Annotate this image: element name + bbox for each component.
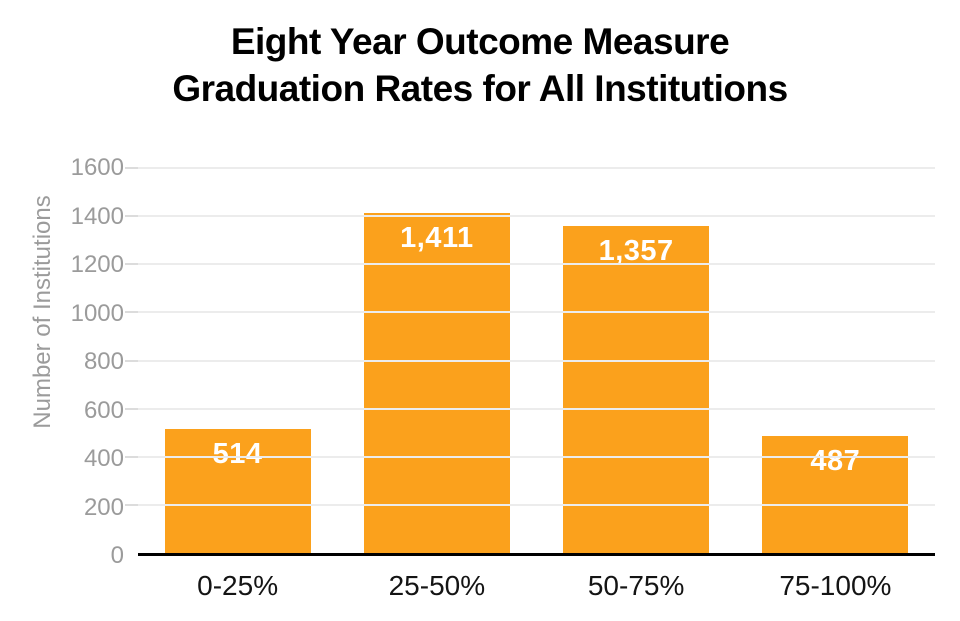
x-tick-label: 50-75% [587,570,685,601]
x-tick-label: 0-25% [197,570,279,601]
y-axis-tick [125,407,138,410]
y-tick-label: 1200 [70,251,124,278]
bar-value-label: 1,357 [598,235,674,268]
chart-title-line-2: Graduation Rates for All Institutions [172,68,788,109]
x-tick-label: 25-50% [388,570,486,601]
bar-0-25%: 514 [164,429,311,553]
bar-slot: 487 [736,168,935,553]
bar-25-50%: 1,411 [363,213,510,553]
y-tick-label: 800 [83,348,124,375]
y-tick-label: 400 [83,445,124,472]
y-axis-tick [125,263,138,266]
x-tick-label: 75-100% [779,570,892,601]
gridline [138,311,935,314]
y-tick-label: 1000 [70,299,124,327]
y-tick-label: 0 [110,542,124,569]
bar-50-75%: 1,357 [563,226,710,553]
y-axis-tick [125,455,138,458]
bar-75-100%: 487 [762,435,909,553]
bar-value-label: 1,411 [400,222,474,255]
bar-slot: 1,411 [337,168,536,553]
x-axis-tick-labels: 0-25% 25-50% 50-75% 75-100% [138,570,935,602]
chart-title: Eight Year Outcome Measure Graduation Ra… [0,18,960,112]
y-tick-label: 600 [83,396,124,424]
y-tick-label: 1600 [70,154,124,181]
bar-value-label: 514 [212,438,263,471]
gridline [138,407,935,410]
chart-title-line-1: Eight Year Outcome Measure [230,21,730,62]
bar-slot: 514 [138,168,337,553]
bars-row: 514 1,411 1,357 487 [138,168,935,553]
bar-slot: 1,357 [537,168,736,553]
gridline [138,263,935,266]
y-tick-label: 1400 [70,202,124,230]
y-axis-tick [125,503,138,506]
gridline [138,503,935,506]
y-axis-tick [125,311,138,314]
gridline [138,215,935,218]
y-axis-tick [125,215,138,218]
y-tick-label: 200 [83,493,124,521]
plot-area: 514 1,411 1,357 487 [125,167,935,556]
gridline [138,359,935,362]
y-axis-tick [125,359,138,362]
gridline [138,167,935,169]
bar-value-label: 487 [810,444,861,477]
y-axis-tick-labels: 0 200 400 600 800 1000 1200 1400 1600 [0,156,124,568]
gridline [138,455,935,458]
y-axis-tick [125,167,138,169]
